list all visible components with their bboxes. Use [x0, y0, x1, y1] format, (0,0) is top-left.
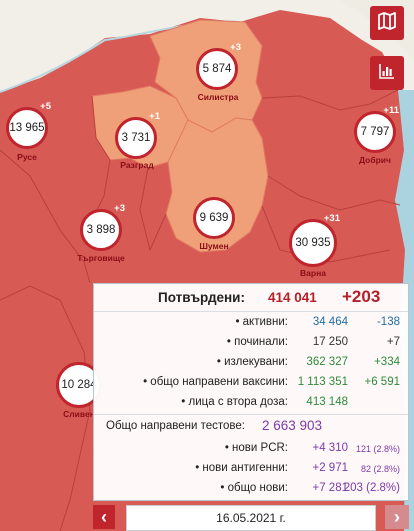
- stat-value-vaccines: 1 113 351: [297, 376, 348, 388]
- marker-dobrich[interactable]: 7 797 +11: [354, 105, 399, 153]
- label-silistra: Силистра: [197, 92, 239, 102]
- marker-targovishte-cases: 3 898: [86, 224, 116, 236]
- label-varna: Варна: [300, 268, 326, 278]
- test-value-antigen: +2 971: [312, 462, 349, 474]
- tests-total: 2 663 903: [262, 418, 323, 433]
- tests-divider: [94, 414, 408, 415]
- prev-date-button[interactable]: ‹: [93, 505, 115, 529]
- marker-shumen[interactable]: 9 639: [193, 197, 235, 239]
- test-delta-total-new: 203 (2.8%): [343, 482, 400, 494]
- border-ruse: [85, 95, 111, 233]
- test-label-antigen: • нови антигенни:: [195, 462, 288, 474]
- stat-row-deaths: • починали: 17 250 +7: [94, 333, 408, 353]
- test-row-pcr: • нови PCR: +4 310 121 (2.8%): [94, 439, 408, 459]
- stat-label-vaccines: • общо направени ваксини:: [143, 376, 288, 388]
- test-row-antigen: • нови антигенни: +2 971 82 (2.8%): [94, 459, 408, 479]
- chevron-right-icon: ›: [394, 506, 400, 527]
- stat-value-deaths: 17 250: [312, 336, 348, 348]
- stat-row-vaccines: • общо направени ваксини: 1 113 351 +6 5…: [94, 373, 408, 393]
- test-value-total-new: +7 281: [312, 482, 349, 494]
- border-varna: [267, 175, 401, 211]
- marker-sliven-cases: 10 284: [61, 379, 97, 391]
- marker-shumen-cases: 9 639: [199, 212, 229, 224]
- marker-silistra-delta: +3: [230, 42, 241, 53]
- next-date-button[interactable]: ›: [385, 505, 409, 529]
- marker-varna-cases: 30 935: [295, 237, 331, 249]
- chart-view-button[interactable]: [370, 56, 404, 90]
- stat-row-second-dose: • лица с втора доза: 413 148: [94, 393, 408, 413]
- confirmed-label: Потвърдени:: [158, 290, 245, 305]
- stat-label-recovered: • излекувани:: [216, 356, 288, 368]
- border-sliven: [0, 285, 91, 531]
- test-value-pcr: +4 310: [312, 442, 349, 454]
- stat-label-deaths: • починали:: [226, 336, 288, 348]
- stat-delta-vaccines: +6 591: [364, 376, 401, 388]
- tests-label: Общо направени тестове:: [106, 420, 245, 432]
- test-label-total-new: • общо нови:: [220, 482, 288, 494]
- marker-razgrad-delta: +1: [149, 111, 160, 122]
- marker-dobrich-delta: +11: [383, 105, 399, 116]
- marker-silistra[interactable]: 5 874 +3: [196, 42, 241, 90]
- stat-delta-active: -138: [376, 316, 400, 328]
- stat-delta-deaths: +7: [386, 336, 400, 348]
- marker-varna-delta: +31: [323, 213, 340, 224]
- stats-panel: Потвърдени: 414 041 +203 • активни: 34 4…: [93, 283, 409, 501]
- marker-targovishte-delta: +3: [114, 203, 125, 214]
- marker-ruse[interactable]: 13 965 +5: [6, 101, 51, 149]
- confirmed-delta: +203: [342, 287, 381, 306]
- stat-value-recovered: 362 327: [306, 356, 348, 368]
- label-dobrich: Добрич: [359, 155, 391, 165]
- marker-razgrad-cases: 3 731: [121, 132, 151, 144]
- marker-targovishte[interactable]: 3 898 +3: [80, 203, 125, 251]
- marker-ruse-cases: 13 965: [9, 122, 45, 134]
- stat-value-second-dose: 413 148: [306, 396, 348, 408]
- marker-ruse-delta: +5: [40, 101, 51, 112]
- stat-row-active: • активни: 34 464 -138: [94, 313, 408, 333]
- label-ruse: Русе: [17, 152, 37, 162]
- map-view-button[interactable]: [370, 6, 404, 40]
- border-dobrich: [261, 89, 399, 111]
- label-shumen: Шумен: [199, 241, 229, 251]
- stat-delta-recovered: +334: [374, 356, 400, 368]
- marker-varna[interactable]: 30 935 +31: [289, 213, 340, 267]
- label-sliven: Сливен: [63, 409, 95, 419]
- romania-land: [0, 0, 414, 140]
- confirmed-header: Потвърдени: 414 041 +203: [94, 284, 408, 312]
- border-veliko-tarnovo: [0, 149, 91, 284]
- stat-row-recovered: • излекувани: 362 327 +334: [94, 353, 408, 373]
- marker-razgrad[interactable]: 3 731 +1: [115, 111, 160, 159]
- tests-total-row: Общо направени тестове: 2 663 903: [94, 417, 408, 437]
- stat-label-active: • активни:: [235, 316, 288, 328]
- date-display: 16.05.2021 г.: [126, 505, 376, 531]
- test-delta-pcr: 121 (2.8%): [355, 444, 400, 454]
- test-label-pcr: • нови PCR:: [224, 442, 288, 454]
- map-icon: [377, 11, 397, 36]
- date-text: 16.05.2021 г.: [216, 511, 286, 525]
- marker-silistra-cases: 5 874: [202, 63, 232, 75]
- label-targovishte: Търговище: [77, 253, 125, 263]
- chevron-left-icon: ‹: [101, 506, 107, 527]
- marker-dobrich-cases: 7 797: [360, 126, 390, 138]
- label-razgrad: Разград: [120, 160, 154, 170]
- stat-value-active: 34 464: [312, 316, 348, 328]
- test-delta-antigen: 82 (2.8%): [360, 464, 400, 474]
- confirmed-total: 414 041: [268, 290, 317, 305]
- test-row-total-new: • общо нови: +7 281 203 (2.8%): [94, 479, 408, 499]
- border-targovishte: [139, 167, 167, 252]
- stat-label-second-dose: • лица с втора доза:: [181, 396, 288, 408]
- bar-chart-icon: [377, 61, 397, 86]
